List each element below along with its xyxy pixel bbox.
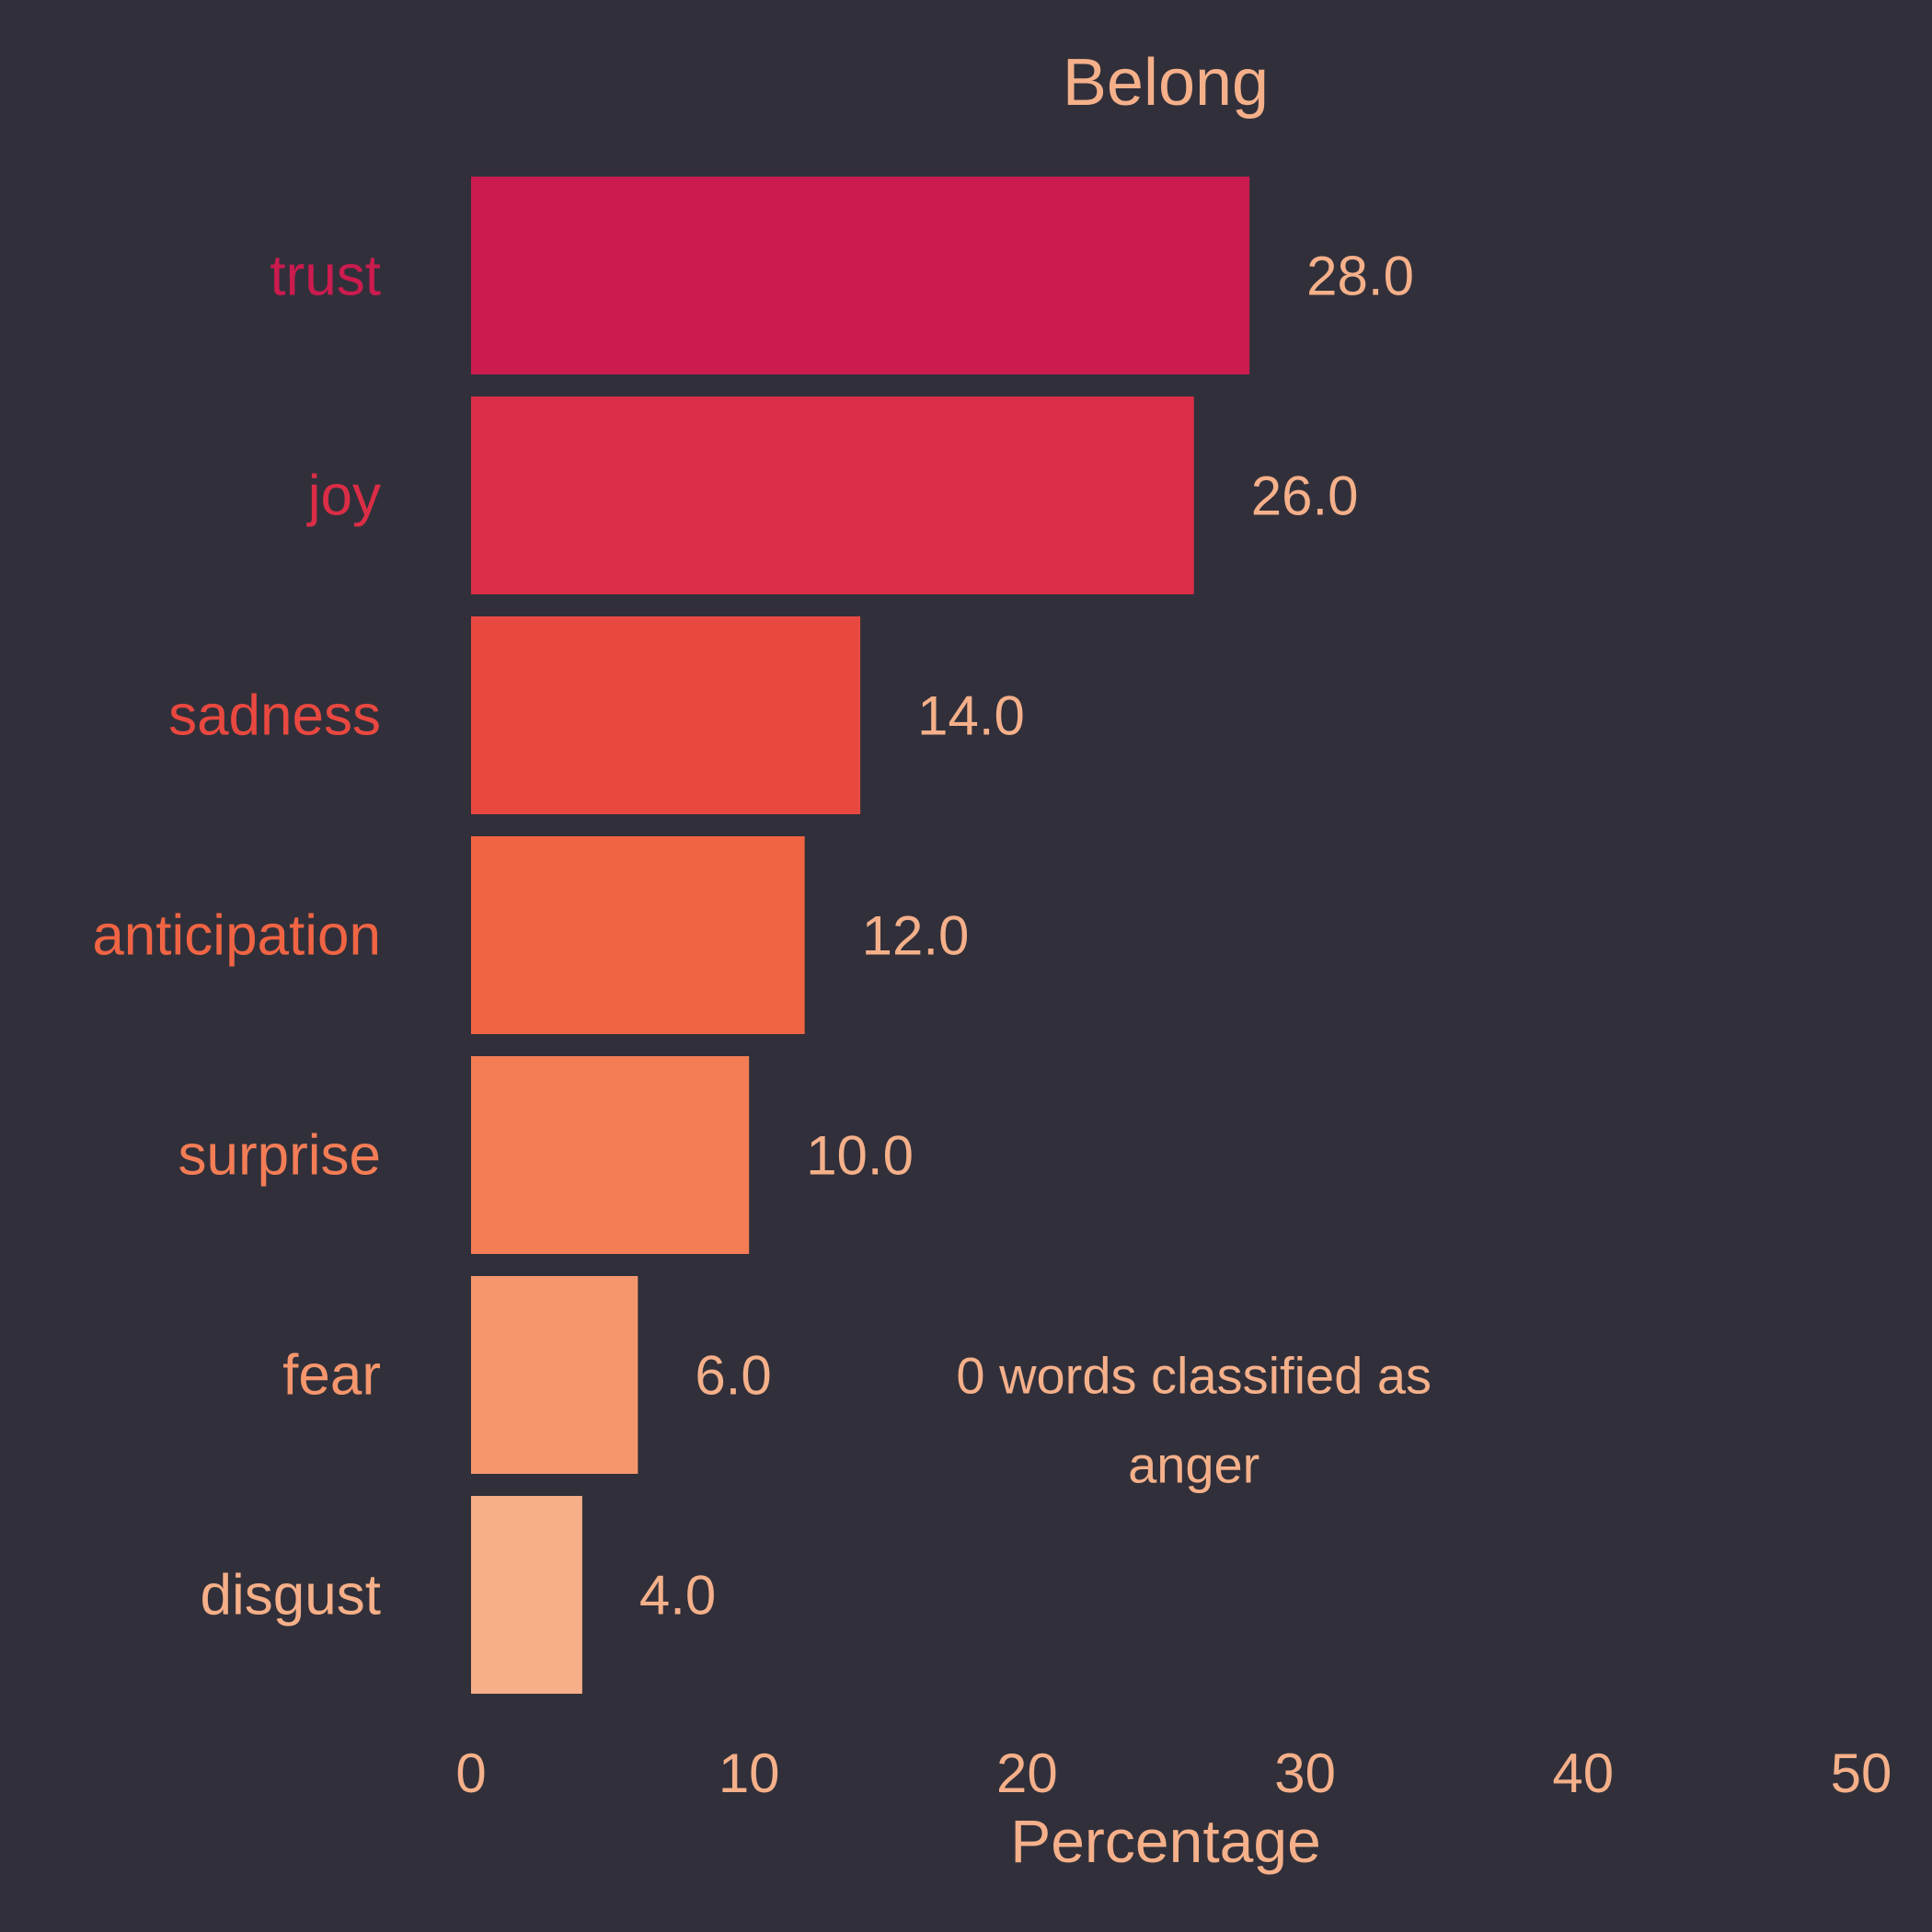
bar-trust [471, 177, 1250, 374]
value-label-disgust: 4.0 [639, 1565, 716, 1627]
annotation: 0 words classified as anger [956, 1347, 1432, 1494]
labels-layer: trust 28.0 joy 26.0 sadness 14.0 anticipation 1… [92, 245, 1414, 1627]
annotation-line: anger [1128, 1436, 1259, 1494]
value-label-sadness: 14.0 [917, 685, 1025, 747]
category-label-fear: fear [282, 1344, 381, 1408]
category-label-disgust: disgust [201, 1564, 381, 1627]
bar-anticipation [471, 836, 805, 1034]
chart-title: Belong [1063, 46, 1269, 120]
value-label-trust: 28.0 [1306, 246, 1414, 307]
x-tick-label: 40 [1552, 1742, 1614, 1804]
value-label-surprise: 10.0 [806, 1125, 914, 1187]
bar-surprise [471, 1056, 750, 1254]
x-tick-label: 10 [719, 1742, 780, 1804]
category-label-joy: joy [306, 465, 381, 528]
value-label-fear: 6.0 [695, 1345, 771, 1407]
bar-disgust [471, 1496, 582, 1694]
x-tick-label: 50 [1831, 1742, 1892, 1804]
x-axis-label: Percentage [1010, 1807, 1321, 1875]
category-label-surprise: surprise [178, 1124, 381, 1188]
value-label-joy: 26.0 [1251, 466, 1359, 527]
bar-fear [471, 1276, 638, 1474]
x-tick-label: 0 [455, 1742, 486, 1804]
annotation-line: 0 words classified as [956, 1347, 1432, 1405]
category-label-sadness: sadness [168, 684, 381, 748]
x-tick-label: 30 [1274, 1742, 1336, 1804]
bars-layer [471, 177, 1250, 1694]
x-tick-label: 20 [996, 1742, 1058, 1804]
value-label-anticipation: 12.0 [862, 905, 970, 967]
bar-joy [471, 397, 1194, 594]
bar-sadness [471, 616, 861, 814]
x-axis-ticks: 0 10 20 30 40 50 [455, 1742, 1892, 1804]
category-label-trust: trust [270, 245, 381, 308]
category-label-anticipation: anticipation [92, 904, 381, 968]
